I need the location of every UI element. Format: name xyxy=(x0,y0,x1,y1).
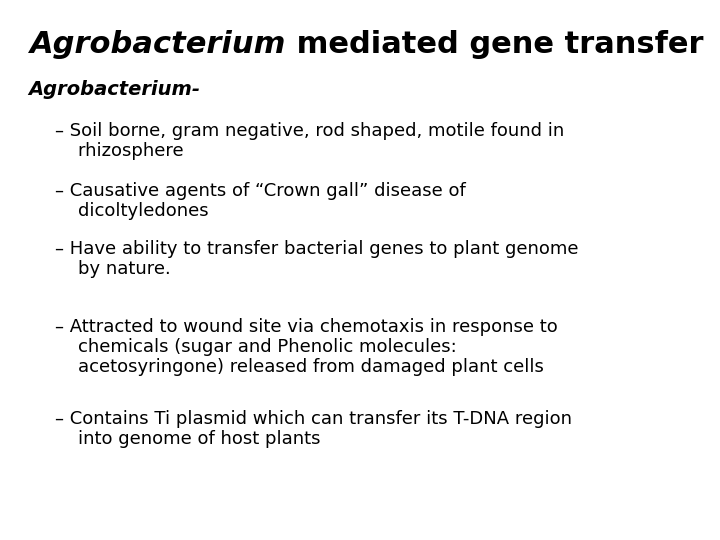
Text: Agrobacterium: Agrobacterium xyxy=(30,30,287,59)
Text: chemicals (sugar and Phenolic molecules:: chemicals (sugar and Phenolic molecules: xyxy=(55,338,456,356)
Text: into genome of host plants: into genome of host plants xyxy=(55,430,320,448)
Text: mediated gene transfer: mediated gene transfer xyxy=(287,30,704,59)
Text: Agrobacterium-: Agrobacterium- xyxy=(28,80,200,99)
Text: acetosyringone) released from damaged plant cells: acetosyringone) released from damaged pl… xyxy=(55,359,544,376)
Text: dicoltyledones: dicoltyledones xyxy=(55,202,209,220)
Text: – Causative agents of “Crown gall” disease of: – Causative agents of “Crown gall” disea… xyxy=(55,182,466,200)
Text: – Contains Ti plasmid which can transfer its T-DNA region: – Contains Ti plasmid which can transfer… xyxy=(55,410,572,428)
Text: – Have ability to transfer bacterial genes to plant genome: – Have ability to transfer bacterial gen… xyxy=(55,240,578,258)
Text: rhizosphere: rhizosphere xyxy=(55,142,184,160)
Text: by nature.: by nature. xyxy=(55,260,171,278)
Text: – Soil borne, gram negative, rod shaped, motile found in: – Soil borne, gram negative, rod shaped,… xyxy=(55,122,564,140)
Text: – Attracted to wound site via chemotaxis in response to: – Attracted to wound site via chemotaxis… xyxy=(55,318,558,336)
